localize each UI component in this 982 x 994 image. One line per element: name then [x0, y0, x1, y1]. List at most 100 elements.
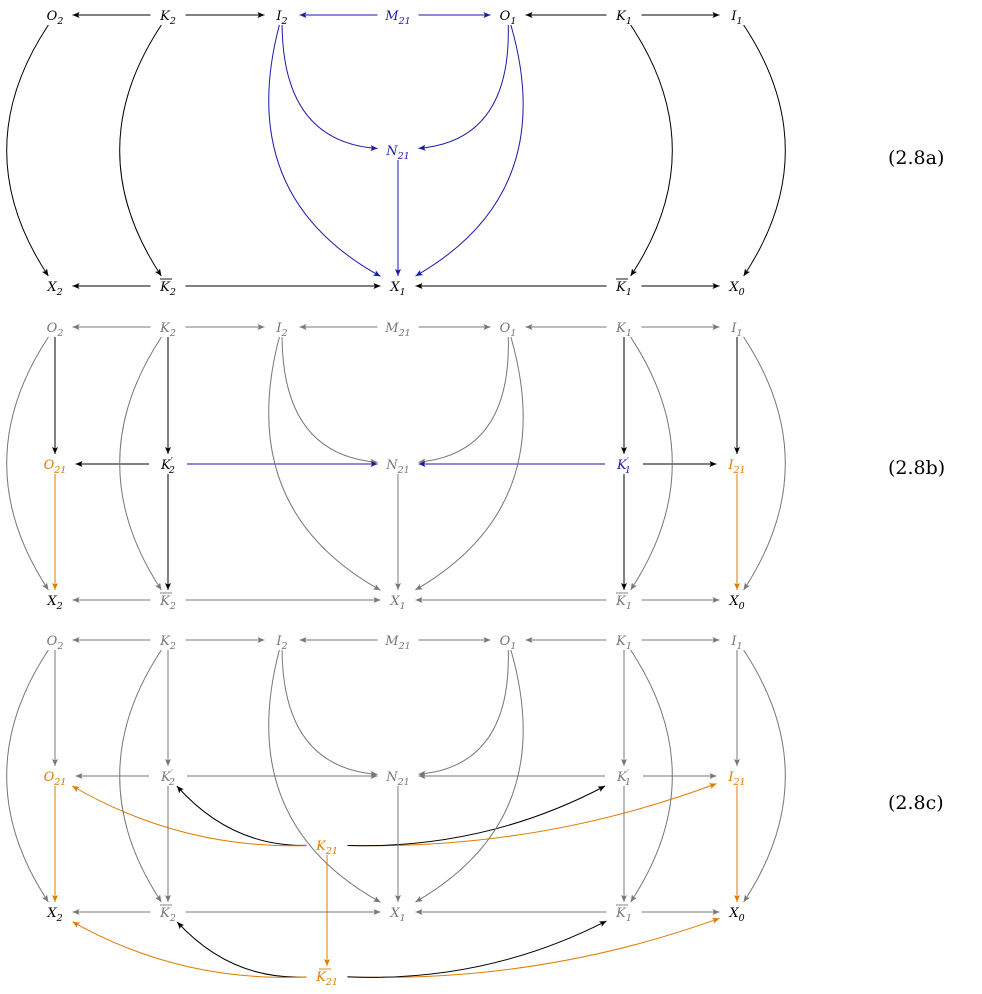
- arrowhead: [734, 447, 740, 454]
- node-k1: K1: [615, 321, 632, 339]
- node-i2: I2: [275, 634, 287, 652]
- arrowhead: [630, 894, 637, 902]
- arrowhead: [708, 783, 717, 789]
- arrowhead: [72, 637, 80, 643]
- arrowhead: [75, 461, 83, 467]
- arrowhead: [370, 145, 378, 152]
- node-x1: X1: [389, 594, 405, 612]
- arrowhead: [415, 597, 423, 603]
- edge-o1-to-x1: [415, 336, 524, 591]
- arrowhead: [415, 269, 424, 277]
- node-m21: M21: [384, 634, 410, 652]
- node-k1: K1: [615, 9, 632, 27]
- node-o2: O2: [47, 321, 64, 339]
- node-o21: O21: [44, 458, 67, 476]
- arrowhead: [372, 896, 381, 903]
- arrowhead: [42, 582, 49, 590]
- edge-o1-to-n21: [418, 24, 509, 149]
- arrowhead: [155, 582, 162, 590]
- diagram-2-8a: O2 K2 I2 M21 O1 K1 I1 N21 X2 K2 X1 K1 X0: [6, 9, 786, 298]
- node-kb1: K1: [615, 280, 632, 298]
- edge-k2-to-kb2: [119, 336, 162, 591]
- arrowhead: [418, 144, 426, 151]
- edge-k2-to-kb2: [119, 24, 162, 277]
- node-x0: X0: [728, 280, 744, 298]
- arrowhead: [598, 920, 607, 927]
- arrowhead: [257, 324, 265, 330]
- node-x1: X1: [389, 280, 405, 298]
- arrowhead: [734, 895, 740, 902]
- arrowhead: [257, 637, 265, 643]
- node-k2: K2: [159, 9, 176, 27]
- arrowhead: [72, 12, 80, 18]
- node-kp1: K′ 1: [616, 456, 631, 476]
- edge-k1-to-kb1: [630, 24, 673, 277]
- edge-k1-to-kb1: [630, 649, 673, 903]
- node-i2: I2: [275, 9, 287, 27]
- node-i21: I21: [727, 770, 745, 788]
- arrowhead: [711, 917, 720, 924]
- edge-o1-to-x1: [415, 649, 524, 903]
- arrowhead: [712, 909, 720, 915]
- arrowhead: [177, 922, 185, 930]
- arrowhead: [165, 759, 171, 766]
- arrowhead: [712, 12, 720, 18]
- arrowhead: [165, 583, 171, 590]
- arrowhead: [72, 786, 80, 793]
- arrowhead: [418, 461, 426, 467]
- arrowhead: [395, 269, 401, 276]
- arrowhead: [712, 597, 720, 603]
- arrowhead: [370, 461, 378, 467]
- arrowhead: [41, 268, 49, 276]
- arrowhead: [299, 324, 307, 330]
- edge-o2-to-x2: [6, 649, 49, 903]
- arrowhead: [743, 582, 750, 590]
- node-k2: K2: [159, 321, 176, 339]
- node-k1: K1: [615, 634, 632, 652]
- arrowhead: [630, 268, 638, 276]
- arrowhead: [395, 895, 401, 902]
- node-i1: I1: [730, 321, 742, 339]
- node-i21: I21: [727, 458, 745, 476]
- node-x2: X2: [46, 594, 62, 612]
- edge-k21-to-kp2: [176, 785, 307, 846]
- arrowhead: [75, 773, 83, 779]
- arrowhead: [299, 12, 307, 18]
- arrowhead: [72, 597, 80, 603]
- arrowhead: [52, 895, 58, 902]
- equation-label-a: (2.8a): [888, 147, 944, 169]
- node-kb2: K2: [159, 280, 176, 298]
- edge-o1-to-x1: [415, 24, 524, 277]
- arrowhead: [373, 909, 381, 915]
- edge-k1-to-kb1: [630, 336, 673, 591]
- node-i2: I2: [275, 321, 287, 339]
- arrowhead: [154, 268, 162, 276]
- edge-o2-to-x2: [6, 24, 49, 277]
- node-o21: O21: [44, 770, 67, 788]
- arrowhead: [415, 283, 423, 289]
- arrowhead: [483, 12, 491, 18]
- node-k2: K2: [159, 634, 176, 652]
- arrowhead: [709, 461, 717, 467]
- arrowhead: [372, 584, 381, 591]
- arrowhead: [165, 895, 171, 902]
- node-i1: I1: [730, 634, 742, 652]
- node-x0: X0: [728, 906, 744, 924]
- arrowhead: [621, 759, 627, 766]
- edge-k2-to-kb2: [119, 649, 162, 903]
- edge-o1-to-n21: [418, 336, 509, 463]
- arrowhead: [743, 268, 751, 276]
- arrowhead: [712, 283, 720, 289]
- arrowhead: [395, 583, 401, 590]
- edge-kb21-to-x0: [347, 917, 720, 978]
- node-kp1: K′ 1: [616, 768, 631, 788]
- edge-i2-to-n21: [281, 336, 378, 463]
- arrowhead: [743, 894, 750, 902]
- arrowhead: [373, 283, 381, 289]
- node-m21: M21: [384, 9, 410, 27]
- arrowhead: [621, 447, 627, 454]
- node-k21: K21: [315, 839, 338, 857]
- node-m21: M21: [384, 321, 410, 339]
- node-kb1: K1: [615, 594, 632, 612]
